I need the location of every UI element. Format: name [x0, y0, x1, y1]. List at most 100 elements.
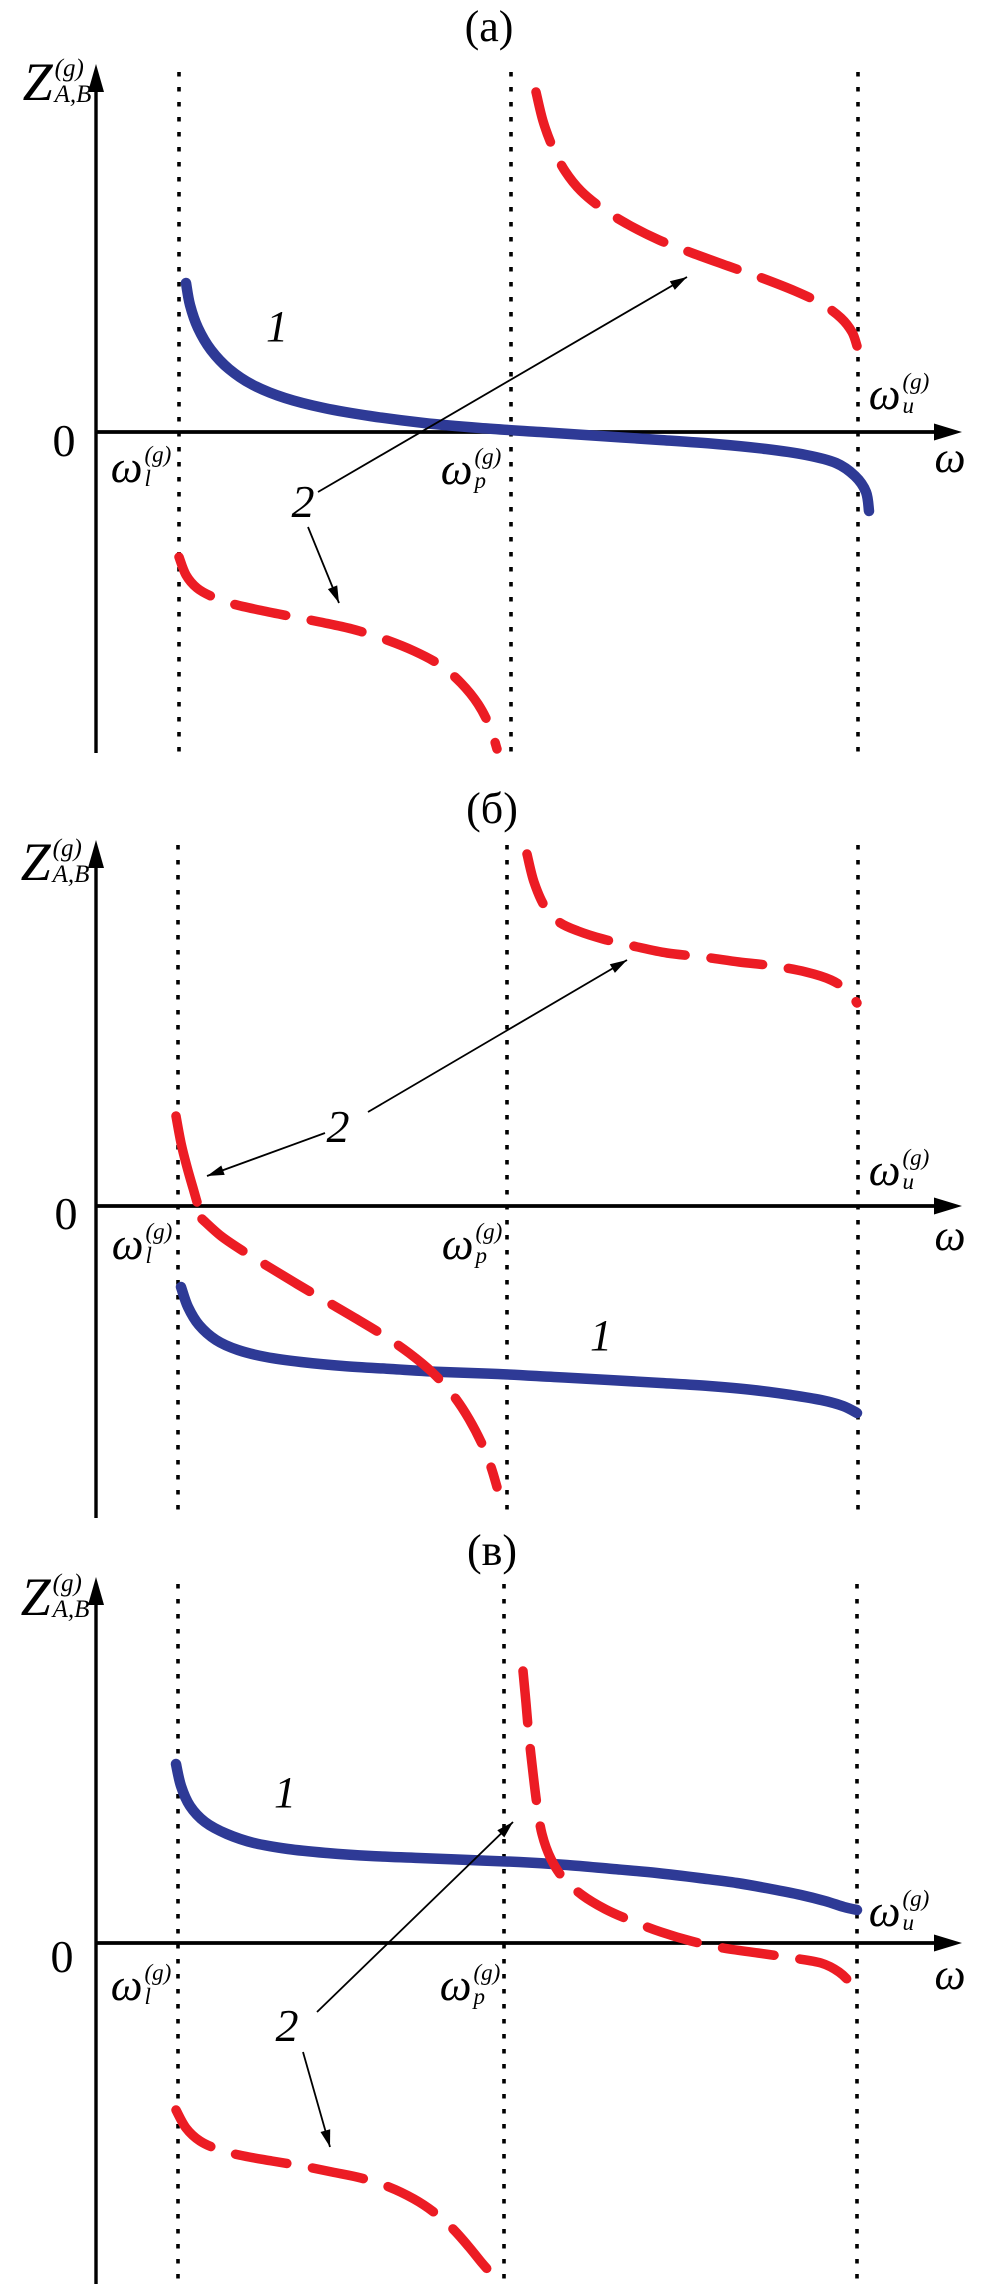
origin-label-text-a: 0 — [52, 415, 76, 466]
y-axis-label-v: Z (g) A,B — [21, 1570, 90, 1624]
x-axis-label-text-a: ω — [934, 433, 966, 482]
x-axis-label-v: ω — [934, 1953, 965, 1997]
curve-2-near-l-b — [171, 1111, 202, 1207]
y-axis-label-sup-v: (g) — [52, 1569, 82, 1597]
curve-2-label-text-b: 2 — [326, 1101, 350, 1152]
omega-u-label-scripts-b: (g) u — [902, 1144, 930, 1194]
y-axis-label-base-a: Z — [22, 52, 53, 112]
omega-l-label-sub-a: l — [144, 466, 151, 491]
annotation-arrowhead-a-2 — [327, 585, 339, 603]
x-axis-label-text-v: ω — [934, 1950, 966, 1999]
curve-1-blue-b — [175, 1281, 863, 1419]
omega-u-label-scripts-v: (g) u — [902, 1885, 930, 1935]
omega-u-label-sub-b: u — [902, 1169, 914, 1194]
x-axis-arrowhead-b — [934, 1197, 962, 1215]
curve-1-blue-v — [170, 1758, 863, 1916]
omega-u-label-sub-v: u — [902, 1910, 914, 1935]
curve-1-label-b: 1 — [590, 1314, 612, 1358]
omega-p-label-sub-a: p — [474, 468, 486, 493]
omega-p-label-sub-b: p — [475, 1243, 487, 1268]
omega-l-label-sub-v: l — [144, 1984, 151, 2009]
y-axis-label-sub-a: A,B — [54, 81, 92, 108]
omega-u-label-sub-a: u — [902, 393, 914, 418]
y-axis-label-sup-b: (g) — [52, 834, 82, 862]
omega-u-label-base-a: ω — [868, 368, 901, 419]
annotation-arrowhead-v-1 — [497, 1822, 513, 1838]
omega-l-label-sup-b: (g) — [145, 1218, 173, 1244]
annotation-arrow-b-2 — [206, 1132, 326, 1177]
origin-label-a: 0 — [53, 418, 76, 464]
curve-2-mid-b — [197, 1214, 502, 1492]
curve-1-label-text-b: 1 — [590, 1311, 612, 1360]
omega-l-label-b: ω (g) l — [112, 1218, 173, 1268]
omega-p-label-b: ω (g) p — [441, 1218, 503, 1269]
curve-2-lower-a — [174, 552, 502, 754]
curve-2-upper-a — [531, 87, 862, 351]
y-axis-label-sup-a: (g) — [54, 54, 84, 82]
y-axis-label-a: Z (g) A,B — [23, 55, 92, 109]
y-axis-label-scripts-a: (g) A,B — [54, 54, 92, 109]
y-axis-arrowhead-b — [88, 840, 104, 868]
origin-label-text-b: 0 — [54, 1188, 78, 1239]
curve-2-lower-v — [171, 2105, 495, 2277]
curve-1-label-text-v: 1 — [274, 1768, 296, 1817]
omega-l-label-base-v: ω — [110, 1959, 143, 2010]
y-axis-label-sub-v: A,B — [52, 1596, 90, 1623]
omega-p-label-a: ω (g) p — [441, 444, 502, 493]
x-axis-label-b: ω — [934, 1214, 965, 1258]
omega-l-label-scripts-b: (g) l — [145, 1218, 173, 1268]
annotation-arrowhead-a-1 — [669, 277, 687, 290]
curve-2-label-v: 2 — [276, 2003, 299, 2049]
y-axis-label-base-v: Z — [20, 1567, 51, 1627]
omega-u-label-v: ω (g) u — [868, 1885, 930, 1936]
annotation-arrow-v-1 — [316, 1821, 514, 2013]
y-axis-label-scripts-b: (g) A,B — [52, 834, 90, 889]
curve-2-label-text-a: 2 — [291, 476, 315, 527]
omega-p-label-base-b: ω — [441, 1218, 474, 1269]
omega-p-label-base-v: ω — [439, 1959, 472, 2010]
origin-label-v: 0 — [51, 1934, 74, 1980]
panel-title-text-v: (в) — [466, 1526, 518, 1575]
curve-1-label-v: 1 — [274, 1771, 296, 1815]
panel-title-text-b: (б) — [466, 784, 518, 833]
y-axis-label-scripts-v: (g) A,B — [52, 1569, 90, 1624]
panel-title-a: (а) — [465, 5, 514, 49]
omega-u-label-scripts-a: (g) u — [902, 369, 929, 418]
y-axis-label-sub-b: A,B — [52, 861, 90, 888]
x-axis-arrowhead-a — [934, 423, 962, 441]
annotation-arrowhead-v-2 — [320, 2129, 331, 2147]
origin-label-text-v: 0 — [50, 1931, 74, 1982]
omega-p-label-v: ω (g) p — [439, 1959, 501, 2010]
omega-u-label-a: ω (g) u — [868, 368, 930, 419]
omega-u-label-sup-b: (g) — [902, 1144, 930, 1170]
annotation-arrow-b-1 — [367, 959, 628, 1113]
y-axis-label-base-b: Z — [20, 832, 51, 892]
omega-p-label-sup-v: (g) — [473, 1959, 501, 1985]
curve-2-main-v — [518, 1666, 862, 2001]
x-axis-label-text-b: ω — [934, 1211, 966, 1260]
omega-l-label-sup-v: (g) — [144, 1959, 172, 1985]
y-axis-arrowhead-v — [88, 1577, 104, 1605]
origin-label-b: 0 — [55, 1191, 78, 1237]
omega-l-label-sub-b: l — [145, 1243, 152, 1268]
omega-u-label-b: ω (g) u — [868, 1144, 930, 1195]
omega-p-label-scripts-v: (g) p — [473, 1959, 501, 2009]
omega-u-label-sup-v: (g) — [902, 1885, 930, 1911]
curve-2-label-a: 2 — [292, 479, 315, 525]
omega-l-label-base-a: ω — [110, 441, 143, 492]
panel-title-v: (в) — [467, 1529, 517, 1573]
omega-p-label-sup-b: (g) — [475, 1218, 503, 1244]
omega-u-label-base-v: ω — [868, 1885, 901, 1936]
omega-l-label-scripts-a: (g) l — [144, 442, 171, 491]
omega-u-label-base-b: ω — [868, 1144, 901, 1195]
curve-2-label-b: 2 — [327, 1104, 350, 1150]
omega-l-label-a: ω (g) l — [110, 441, 172, 492]
x-axis-label-a: ω — [934, 436, 965, 480]
y-axis-label-b: Z (g) A,B — [21, 835, 90, 889]
curve-2-label-text-v: 2 — [275, 2000, 299, 2051]
curve-2-upper-b — [522, 849, 862, 1008]
curve-1-blue-a — [180, 277, 875, 517]
